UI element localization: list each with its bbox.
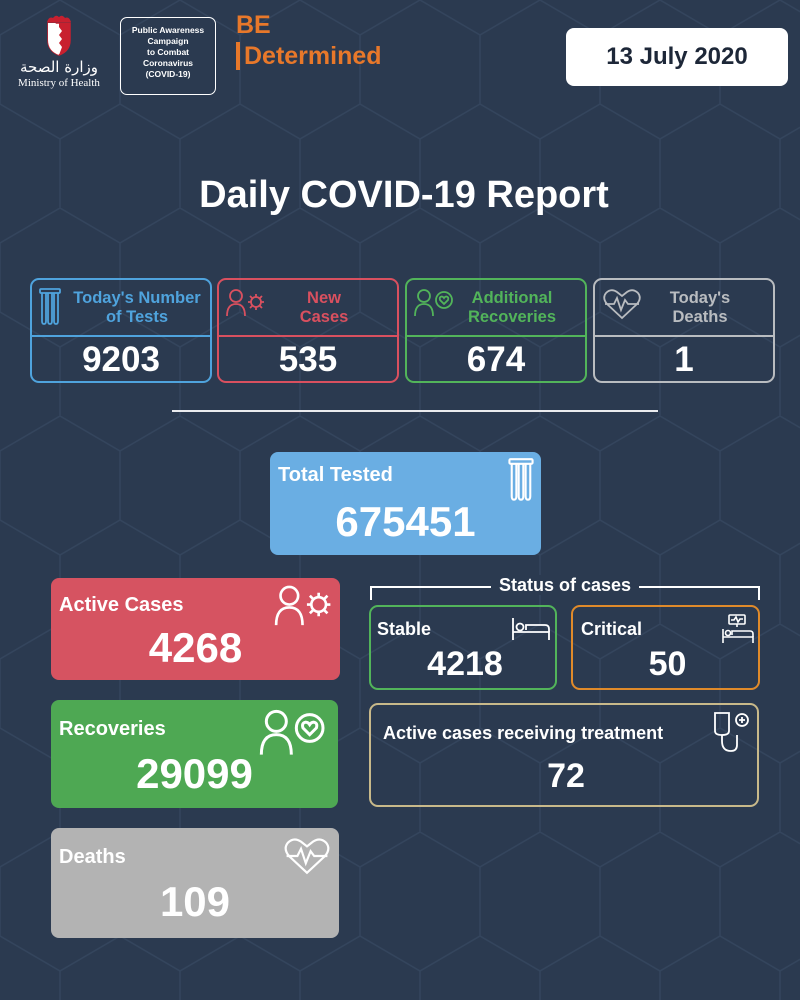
treatment-card: Active cases receiving treatment 72: [369, 703, 759, 807]
critical-label: Critical: [581, 619, 643, 639]
status-heading-text: Status of cases: [370, 575, 760, 596]
label-line: Additional: [471, 289, 553, 307]
section-divider: [172, 410, 658, 412]
recoveries-value: 29099: [136, 750, 253, 797]
treatment-value: 72: [547, 757, 585, 795]
be-logo-bottom: Determined: [236, 42, 416, 70]
label-line: Today's Number: [73, 289, 201, 307]
campaign-line: Public Awareness: [131, 25, 205, 35]
icu-bed-icon: [722, 614, 754, 643]
daily-new-cases-card: New Cases 535: [217, 278, 399, 383]
test-tubes-icon: [39, 288, 61, 325]
active-cases-label: Active Cases: [59, 594, 184, 616]
label-line: Recoveries: [467, 308, 557, 326]
hospital-bed-icon: [512, 618, 550, 640]
be-determined-logo: BE Determined: [236, 12, 416, 92]
daily-tests-label: Today's Number of Tests: [66, 289, 208, 327]
status-heading-label: Status of cases: [490, 575, 640, 595]
critical-value: 50: [648, 645, 687, 683]
daily-deaths-card: Today's Deaths 1: [593, 278, 775, 383]
campaign-line: (COVID-19): [145, 69, 191, 79]
stable-card: Stable 4218: [369, 605, 557, 690]
label-line: Cases: [299, 308, 349, 326]
critical-card: Critical 50: [571, 605, 760, 690]
page-title: Daily COVID-19 Report: [199, 174, 609, 216]
label-line: New: [307, 289, 341, 307]
ministry-english-name: Ministry of Health: [18, 77, 100, 89]
daily-recoveries-value: 674: [466, 340, 526, 379]
iv-drip-icon: [714, 712, 749, 752]
daily-recoveries-label: Additional Recoveries: [441, 289, 583, 327]
deaths-card: Deaths 109: [51, 828, 339, 938]
stable-value: 4218: [427, 645, 503, 683]
label-line: of Tests: [105, 308, 169, 326]
active-cases-card: Active Cases 4268: [51, 578, 340, 680]
person-heart-icon: [259, 709, 325, 755]
ministry-logo: وزارة الصحة Ministry of Health: [14, 14, 104, 100]
be-logo-top: BE: [236, 11, 271, 39]
person-heart-icon: [414, 289, 453, 317]
heartbeat-icon: [603, 289, 641, 320]
daily-tests-card: Today's Number of Tests 9203: [30, 278, 212, 383]
status-bracket-left: [370, 586, 372, 600]
recoveries-card: Recoveries 29099: [51, 700, 338, 808]
label-line: Today's: [669, 289, 731, 307]
campaign-line: Campaign: [147, 36, 189, 46]
deaths-label: Deaths: [59, 846, 126, 868]
daily-new-cases-label: New Cases: [253, 289, 395, 327]
treatment-label: Active cases receiving treatment: [383, 723, 664, 743]
daily-tests-value: 9203: [82, 340, 160, 379]
test-tubes-icon: [508, 458, 534, 501]
daily-deaths-value: 1: [674, 340, 694, 379]
status-bracket-right: [758, 586, 760, 600]
total-tested-card: Total Tested 675451: [270, 452, 541, 555]
total-tested-value: 675451: [335, 498, 476, 545]
label-line: Deaths: [672, 308, 728, 326]
active-cases-value: 4268: [148, 624, 243, 671]
report-date: 13 July 2020: [566, 28, 788, 86]
daily-recoveries-card: Additional Recoveries 674: [405, 278, 587, 383]
heartbeat-icon: [284, 838, 330, 875]
daily-new-cases-value: 535: [278, 340, 338, 379]
campaign-badge: Public Awareness Campaign to Combat Coro…: [120, 17, 216, 95]
stable-label: Stable: [377, 619, 432, 639]
total-tested-label: Total Tested: [278, 464, 393, 486]
campaign-line: to Combat: [146, 47, 190, 57]
ministry-arabic-name: وزارة الصحة: [20, 58, 98, 76]
daily-deaths-label: Today's Deaths: [629, 289, 771, 327]
campaign-line: Coronavirus: [142, 58, 194, 68]
status-of-cases-heading: Status of cases: [370, 575, 760, 601]
person-virus-icon: [274, 585, 331, 626]
deaths-value: 109: [159, 878, 231, 925]
bahrain-emblem-icon: [47, 15, 71, 56]
person-virus-icon: [226, 289, 264, 317]
recoveries-label: Recoveries: [59, 718, 166, 740]
